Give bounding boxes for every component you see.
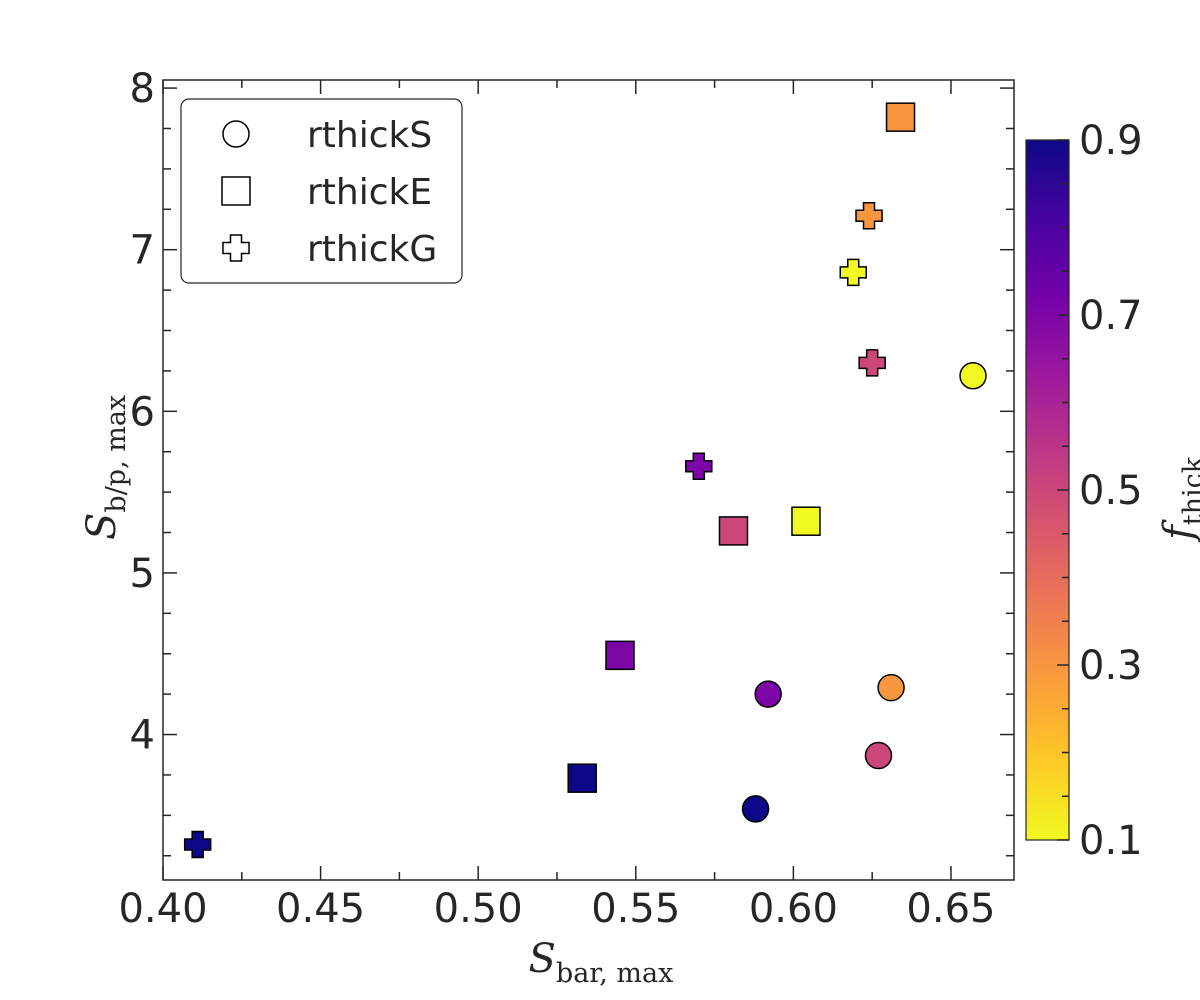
x-tick-label: 0.60	[749, 886, 838, 932]
colorbar-tick-label: 0.1	[1079, 818, 1143, 864]
rthickE-point	[791, 506, 821, 536]
y-tick-label: 5	[130, 551, 155, 597]
x-tick-label: 0.45	[276, 886, 365, 932]
colorbar-tick-label: 0.3	[1079, 643, 1143, 689]
rthickS-point	[877, 673, 905, 702]
rthickG-point	[858, 349, 886, 377]
y-tick-label: 6	[130, 389, 155, 435]
y-tick-label: 8	[130, 66, 155, 112]
rthickS-point	[741, 795, 770, 823]
legend-box	[180, 98, 463, 284]
legend: rthickS rthickE rthickG	[180, 98, 463, 284]
legend-label: rthickS	[307, 115, 432, 156]
y-tick-label: 4	[130, 713, 155, 759]
rthickS-point	[864, 741, 893, 770]
legend-plus-icon	[222, 234, 250, 262]
colorbar-label: fthick	[1156, 456, 1200, 543]
rthickG-point	[839, 258, 868, 287]
legend-square-icon	[221, 176, 251, 206]
rthickS-point	[754, 680, 782, 708]
rthickS-point	[959, 362, 987, 390]
axes-frame	[162, 79, 1015, 881]
rthickE-point	[718, 516, 749, 546]
legend-label: rthickG	[307, 229, 437, 270]
colorbar-tick-label: 0.5	[1079, 468, 1143, 514]
colorbar-tick-label: 0.7	[1079, 293, 1143, 339]
rthickE-point	[567, 763, 597, 793]
rthickG-point	[855, 202, 883, 230]
x-axis-label: Sbar, max	[529, 936, 674, 989]
rthickE-point	[885, 102, 916, 132]
x-tick-label: 0.55	[591, 886, 680, 932]
x-tick-label: 0.50	[434, 886, 523, 932]
legend-circle-icon	[222, 120, 250, 148]
legend-label: rthickE	[307, 172, 432, 213]
colorbar-tick-label: 0.9	[1079, 118, 1143, 164]
colorbar: 0.1 0.3 0.5 0.7 0.9 fthick	[1025, 118, 1200, 864]
plot-area: 0.40 0.45 0.50 0.55 0.60 0.65 4 5 6 7 8 Sbar, max Sb…	[79, 66, 1015, 989]
rthickG-point	[183, 830, 212, 859]
rthickE-point	[605, 640, 635, 671]
x-tick-label: 0.40	[118, 886, 207, 932]
x-tick-label: 0.65	[906, 886, 995, 932]
y-tick-label: 7	[130, 228, 155, 274]
rthickG-point	[685, 452, 713, 481]
y-axis-label: Sb/p, max	[79, 395, 132, 540]
